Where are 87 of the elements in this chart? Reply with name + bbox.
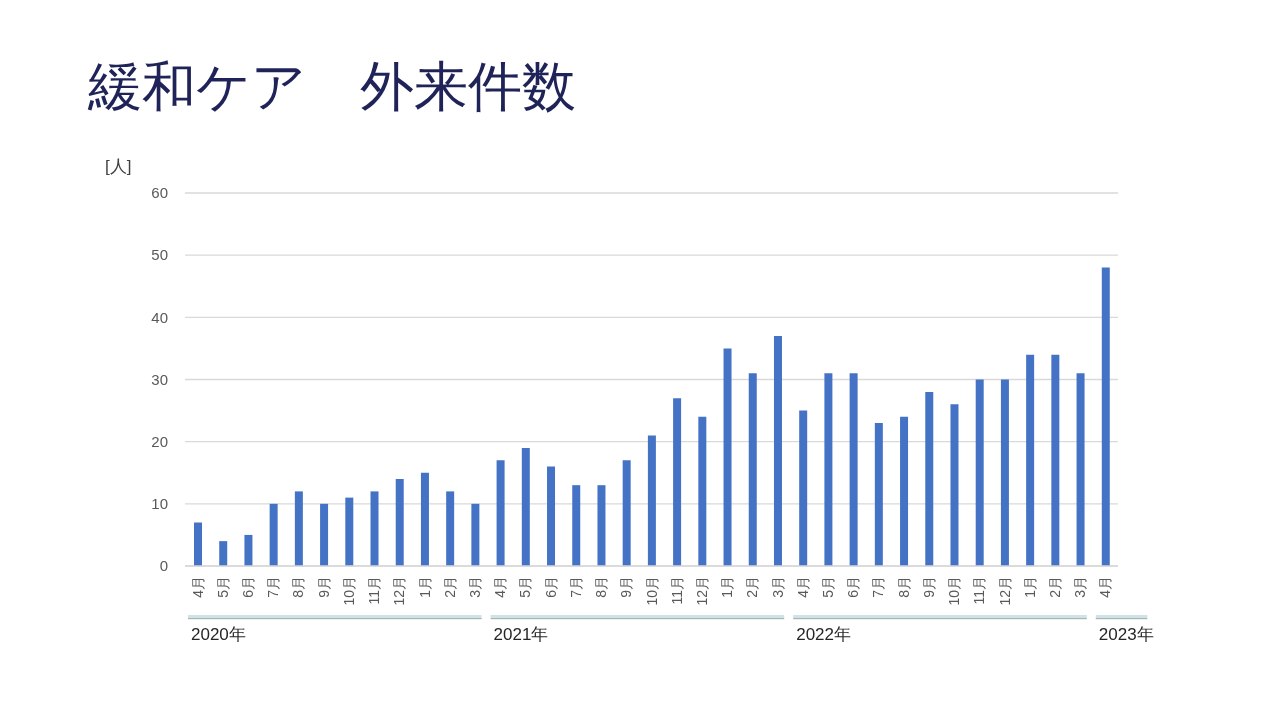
- x-tick-label: 5月: [517, 576, 534, 598]
- x-tick-label: 8月: [290, 576, 307, 598]
- bar: [698, 416, 707, 566]
- bar: [673, 398, 682, 566]
- y-tick-label: 0: [159, 557, 168, 575]
- y-tick-label: 10: [151, 495, 168, 513]
- bar: [320, 503, 329, 566]
- y-tick-label: 50: [151, 246, 168, 264]
- bar: [345, 497, 354, 566]
- bar: [849, 373, 858, 566]
- bar: [597, 485, 606, 566]
- x-tick-label: 3月: [769, 576, 786, 598]
- bar: [874, 423, 883, 566]
- text: 2020年: [191, 624, 246, 644]
- x-tick-label: 4月: [492, 576, 509, 598]
- bar: [244, 534, 253, 566]
- bar: [395, 478, 404, 566]
- x-tick-label: 6月: [240, 576, 257, 598]
- x-tick-label: 8月: [895, 576, 912, 598]
- y-tick-label: 20: [151, 432, 168, 450]
- x-tick-label: 3月: [1072, 576, 1089, 598]
- x-tick-label: 1月: [719, 576, 736, 598]
- x-tick-label: 2月: [744, 576, 761, 598]
- x-tick-label: 4月: [794, 576, 811, 598]
- bar: [370, 491, 379, 566]
- x-tick-label: 9月: [618, 576, 635, 598]
- bar: [950, 404, 959, 566]
- bar: [1026, 354, 1035, 566]
- bar: [723, 348, 732, 566]
- text: 2021年: [493, 624, 549, 644]
- bar: [471, 503, 480, 566]
- x-tick-label: 1月: [416, 576, 433, 598]
- x-tick-label: 9月: [315, 576, 332, 598]
- bar: [446, 491, 455, 566]
- x-tick-label: 7月: [265, 576, 282, 598]
- x-tick-label: 1月: [1021, 576, 1038, 598]
- x-tick-label: 6月: [845, 576, 862, 598]
- x-tick-label: 10月: [946, 576, 963, 606]
- bar: [622, 460, 631, 566]
- x-tick-label: 7月: [870, 576, 887, 598]
- x-tick-label: 10月: [340, 576, 357, 606]
- text: 2023年: [1098, 624, 1154, 644]
- x-tick-label: 2月: [1046, 576, 1063, 598]
- x-tick-label: 7月: [567, 576, 584, 598]
- y-tick-label: 30: [151, 370, 168, 388]
- bar: [219, 541, 228, 566]
- chart-title: 緩和ケア 外来件数: [88, 55, 576, 118]
- x-tick-label: 11月: [366, 576, 383, 605]
- bar: [420, 472, 429, 566]
- x-tick-label: 4月: [189, 576, 206, 598]
- bar: [1076, 373, 1085, 566]
- x-tick-label: 3月: [466, 576, 483, 598]
- x-tick-label: 2月: [441, 576, 458, 598]
- bar: [294, 491, 303, 566]
- x-tick-label: 11月: [971, 576, 988, 605]
- bar: [773, 335, 782, 566]
- y-tick-label: 60: [151, 184, 168, 202]
- y-axis-title: [人]: [105, 156, 132, 178]
- bar: [1101, 267, 1110, 566]
- bar: [1051, 354, 1060, 566]
- bar: [925, 391, 934, 566]
- x-tick-label: 4月: [1097, 576, 1114, 598]
- bar: [900, 416, 909, 566]
- bar: [572, 485, 581, 566]
- bar: [647, 435, 656, 566]
- bar: [269, 503, 278, 566]
- bar: [1000, 379, 1009, 566]
- bar: [975, 379, 984, 566]
- x-tick-label: 12月: [996, 576, 1013, 606]
- x-tick-label: 5月: [820, 576, 837, 598]
- x-tick-label: 5月: [214, 576, 231, 598]
- bar: [194, 522, 202, 566]
- bar: [496, 460, 505, 566]
- bar: [824, 373, 833, 566]
- x-tick-label: 10月: [643, 576, 660, 606]
- text: 2022年: [796, 624, 852, 644]
- bar: [748, 373, 757, 566]
- bar: [547, 466, 556, 566]
- x-tick-label: 12月: [391, 576, 408, 606]
- y-tick-label: 40: [151, 308, 168, 326]
- x-tick-label: 6月: [542, 576, 559, 598]
- x-tick-label: 11月: [668, 576, 685, 605]
- bar: [521, 447, 530, 566]
- x-tick-label: 8月: [593, 576, 610, 598]
- x-tick-label: 12月: [693, 576, 710, 606]
- x-tick-label: 9月: [920, 576, 937, 598]
- bar: [799, 410, 808, 566]
